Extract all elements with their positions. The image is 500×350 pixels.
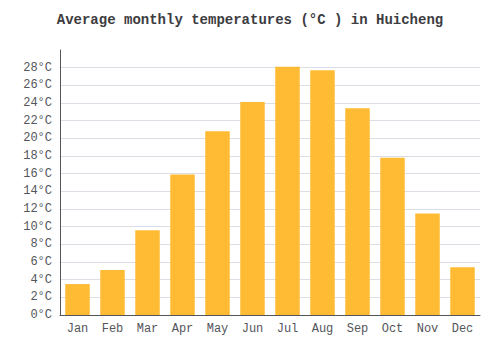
svg-text:22°C: 22°C — [23, 114, 52, 128]
svg-text:Mar: Mar — [137, 322, 159, 336]
svg-text:28°C: 28°C — [23, 61, 52, 75]
svg-text:8°C: 8°C — [30, 237, 52, 251]
svg-text:Jul: Jul — [277, 322, 299, 336]
svg-text:24°C: 24°C — [23, 96, 52, 110]
svg-text:Oct: Oct — [382, 322, 404, 336]
svg-text:Average monthly temperatures (: Average monthly temperatures (°C ) in Hu… — [57, 12, 443, 28]
svg-text:18°C: 18°C — [23, 149, 52, 163]
svg-text:12°C: 12°C — [23, 202, 52, 216]
svg-text:Aug: Aug — [312, 322, 334, 336]
svg-text:Nov: Nov — [417, 322, 439, 336]
svg-text:2°C: 2°C — [30, 290, 52, 304]
svg-text:14°C: 14°C — [23, 184, 52, 198]
svg-text:Apr: Apr — [172, 322, 194, 336]
svg-text:May: May — [207, 322, 229, 336]
svg-text:6°C: 6°C — [30, 255, 52, 269]
svg-text:Jan: Jan — [67, 322, 89, 336]
svg-text:Feb: Feb — [102, 322, 124, 336]
svg-text:16°C: 16°C — [23, 167, 52, 181]
svg-text:10°C: 10°C — [23, 220, 52, 234]
svg-text:4°C: 4°C — [30, 273, 52, 287]
svg-text:Dec: Dec — [452, 322, 474, 336]
svg-text:26°C: 26°C — [23, 78, 52, 92]
svg-text:0°C: 0°C — [30, 308, 52, 322]
svg-text:Sep: Sep — [347, 322, 369, 336]
svg-text:20°C: 20°C — [23, 131, 52, 145]
svg-text:Jun: Jun — [242, 322, 264, 336]
